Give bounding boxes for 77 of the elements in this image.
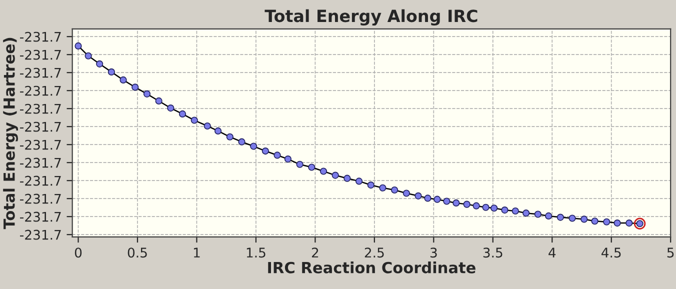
point [512,207,519,215]
point [452,199,460,207]
y-axis-title: Total Energy (Hartree) [3,38,18,230]
point [204,122,211,130]
x-tick-label: 0.5 [128,248,147,258]
point [274,152,281,159]
point [296,160,304,168]
point [472,202,480,210]
point [414,192,422,200]
chart-title: Total Energy Along IRC [264,9,478,26]
x-axis-title: IRC Reaction Coordinate [268,262,476,274]
point [84,52,92,60]
point [308,164,316,171]
point [490,204,498,212]
point [96,60,104,68]
point [284,156,292,163]
point [626,219,633,227]
point [614,219,621,227]
point [434,196,441,203]
x-tick-label: 3.5 [483,248,502,258]
x-tick-label: 2.5 [364,248,384,258]
point [443,198,450,205]
x-tick-label: 4.5 [602,248,621,258]
point [214,127,222,135]
point [534,210,542,218]
point [591,218,598,225]
point [402,190,410,197]
point [226,133,234,140]
x-tick-label: 4 [548,248,556,258]
point [580,216,588,223]
point [556,214,564,221]
point [120,76,127,84]
point [320,168,328,175]
point [143,90,151,98]
point [634,218,646,230]
text: -231.7 [20,194,61,204]
point [250,142,258,150]
text: -231.7 [20,158,61,168]
point [367,181,374,189]
point [424,194,432,202]
point [603,218,610,226]
x-tick-label: 2 [312,248,318,258]
x-tick-label: 1 [194,248,200,258]
text: -231.7 [20,230,61,240]
point [501,206,508,214]
point [522,210,530,217]
x-tick-label: 3 [430,248,437,258]
point [463,200,470,208]
point [568,214,576,222]
point [132,84,139,91]
point [262,147,269,155]
text: -231.7 [20,50,61,60]
text: -231.7 [20,176,61,186]
text: -231.7 [20,104,61,114]
point [190,116,198,124]
text: -231.7 [20,122,61,132]
point [238,138,246,146]
text: -231.7 [20,32,61,42]
point [108,68,115,76]
point [344,174,351,182]
point [74,42,82,50]
x-tick-label: 5 [667,248,674,258]
x-tick-label: 0 [74,248,82,258]
point [178,110,186,118]
point [379,184,386,192]
text: -231.7 [20,212,61,222]
point [155,97,162,105]
point [167,104,174,112]
point [482,204,490,211]
point [391,186,398,194]
text: -231.7 [20,86,61,96]
point [545,212,552,220]
point [332,172,339,179]
text: -231.7 [20,140,61,150]
text: -231.7 [20,68,61,78]
x-tick-label: 1.5 [246,248,266,258]
point [355,178,363,185]
